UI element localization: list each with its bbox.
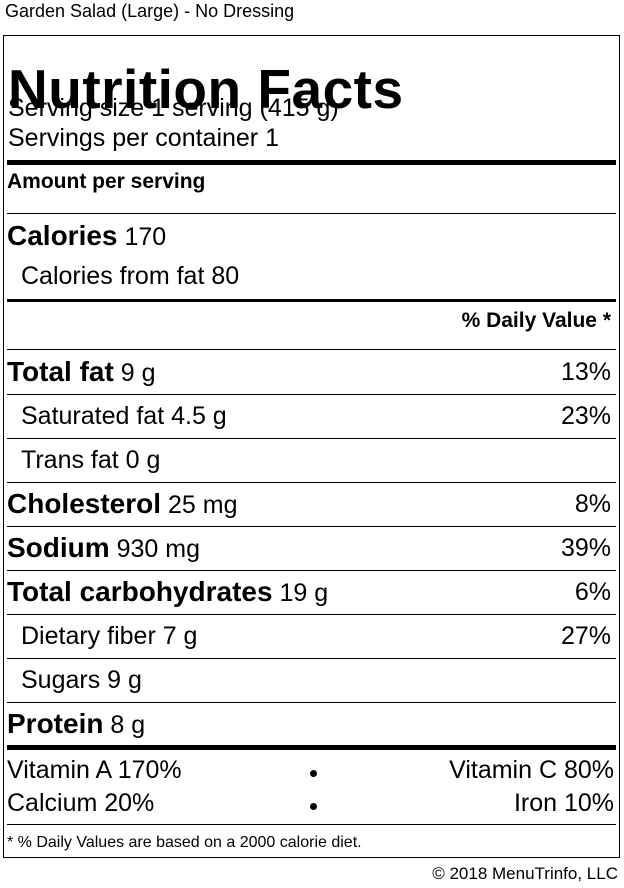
nutrient-dv: 6%: [574, 578, 611, 606]
nutrient-row-total-fat: Total fat 9 g 13%: [7, 350, 611, 394]
footnote: * % Daily Values are based on a 2000 cal…: [7, 834, 362, 851]
nutrient-name: Total fat: [7, 356, 114, 387]
nutrient-name: Total carbohydrates: [7, 576, 273, 607]
nutrient-name: Sodium: [7, 532, 110, 563]
calories-value: 170: [124, 223, 167, 251]
nutrient-row-cholesterol: Cholesterol 25 mg 8%: [7, 482, 611, 526]
divider: [7, 349, 616, 350]
nutrient-name: Protein: [7, 708, 104, 739]
calories-from-fat: Calories from fat 80: [21, 262, 240, 290]
nutrition-facts-heading: Nutrition Facts: [8, 58, 404, 120]
nutrient-row-protein: Protein 8 g: [7, 702, 611, 746]
thick-divider: [7, 160, 616, 165]
nutrient-row-saturated-fat: Saturated fat 4.5 g 23%: [7, 394, 611, 438]
nutrient-amount: 930 mg: [116, 535, 201, 563]
nutrient-name: Sugars 9 g: [21, 666, 142, 694]
nutrient-name: Cholesterol: [7, 488, 162, 519]
amount-per-serving: Amount per serving: [7, 170, 206, 193]
calcium: Calcium 20%: [7, 789, 155, 817]
copyright: © 2018 MenuTrinfo, LLC: [432, 864, 618, 883]
nutrient-amount: 25 mg: [167, 491, 238, 519]
divider: [7, 526, 616, 527]
nutrient-dv: 27%: [560, 622, 611, 650]
divider: [7, 658, 616, 659]
medium-divider: [7, 299, 616, 302]
divider: [7, 438, 616, 439]
divider: [7, 213, 616, 214]
nutrient-dv: 8%: [574, 490, 611, 518]
nutrient-dv: 23%: [560, 402, 611, 430]
nutrient-row-total-carbohydrates: Total carbohydrates 19 g 6%: [7, 570, 611, 614]
iron: Iron 10%: [513, 789, 614, 817]
calories-from-fat-row: Calories from fat 80: [7, 254, 611, 298]
divider: [7, 482, 616, 483]
item-title: Garden Salad (Large) - No Dressing: [5, 1, 295, 21]
nutrient-name: Saturated fat 4.5 g: [21, 402, 227, 430]
nutrient-row-sugars: Sugars 9 g: [7, 658, 611, 702]
nutrient-row-dietary-fiber: Dietary fiber 7 g 27%: [7, 614, 611, 658]
divider: [7, 570, 616, 571]
calories-row: Calories 170: [7, 214, 611, 258]
nutrient-name: Trans fat 0 g: [21, 446, 161, 474]
vitamin-c: Vitamin C 80%: [449, 756, 614, 784]
divider: [7, 394, 616, 395]
nutrient-row-sodium: Sodium 930 mg 39%: [7, 526, 611, 570]
nutrient-name: Dietary fiber 7 g: [21, 622, 198, 650]
bullet-icon: [310, 770, 317, 777]
calories-label: Calories: [7, 220, 118, 251]
vitamin-a: Vitamin A 170%: [7, 756, 182, 784]
nutrient-amount: 9 g: [120, 359, 156, 387]
nutrition-label: Nutrition Facts Serving size 1 serving (…: [3, 35, 620, 858]
divider: [7, 702, 616, 703]
nutrient-dv: 13%: [560, 358, 611, 386]
daily-value-header: % Daily Value *: [461, 309, 611, 332]
nutrient-row-trans-fat: Trans fat 0 g: [7, 438, 611, 482]
serving-size: Serving size 1 serving (415 g): [8, 94, 339, 122]
bullet-icon: [310, 803, 317, 810]
nutrient-amount: 19 g: [279, 579, 329, 607]
thick-divider: [7, 745, 616, 750]
nutrient-dv: 39%: [560, 534, 611, 562]
divider: [7, 614, 616, 615]
nutrient-amount: 8 g: [110, 711, 146, 739]
servings-per-container: Servings per container 1: [8, 124, 279, 152]
divider: [7, 824, 616, 825]
